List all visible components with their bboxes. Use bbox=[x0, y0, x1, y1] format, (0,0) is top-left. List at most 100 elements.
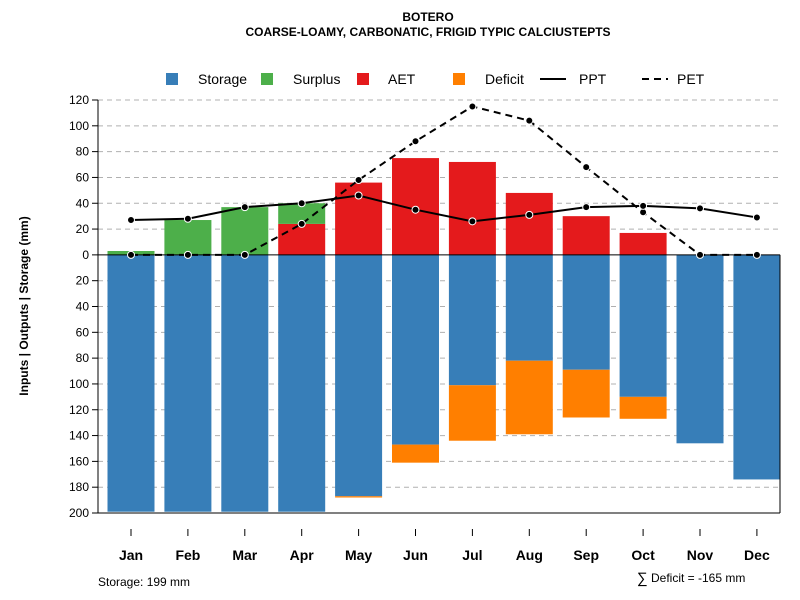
x-tick-label: Mar bbox=[232, 547, 257, 563]
ppt-point bbox=[240, 203, 249, 212]
deficit-bar bbox=[562, 369, 610, 418]
deficit-bar bbox=[505, 360, 553, 435]
aet-bar bbox=[448, 161, 496, 255]
pet-point bbox=[127, 250, 135, 259]
ppt-point bbox=[468, 217, 477, 226]
legend-aet-label: AET bbox=[388, 71, 416, 87]
ppt-point bbox=[696, 204, 704, 213]
storage-bar bbox=[392, 254, 439, 445]
storage-note: Storage: 199 mm bbox=[98, 575, 190, 589]
x-tick-label: Sep bbox=[573, 547, 599, 563]
legend-surplus-swatch bbox=[261, 73, 273, 85]
ppt-point bbox=[411, 205, 420, 214]
storage-bar bbox=[676, 254, 724, 444]
x-tick-label: Feb bbox=[175, 547, 200, 563]
y-tick-label: 140 bbox=[69, 429, 89, 443]
y-axis-label: Inputs | Outputs | Storage (mm) bbox=[17, 216, 31, 395]
y-tick-label: 20 bbox=[76, 222, 90, 236]
pet-point bbox=[411, 137, 420, 146]
aet-bar bbox=[562, 216, 610, 255]
legend-deficit-label: Deficit bbox=[485, 71, 524, 87]
lines bbox=[127, 102, 761, 259]
aet-bar bbox=[278, 223, 326, 255]
legend-storage-label: Storage bbox=[198, 71, 247, 87]
chart-subtitle: COARSE-LOAMY, CARBONATIC, FRIGID TYPIC C… bbox=[245, 25, 610, 39]
x-tick-label: Jul bbox=[462, 547, 482, 563]
surplus-bar bbox=[221, 207, 269, 255]
x-tick-label: May bbox=[345, 547, 372, 563]
storage-bar bbox=[278, 254, 326, 512]
legend: Storage Surplus AET Deficit PPT PET bbox=[166, 71, 705, 87]
deficit-bar bbox=[392, 444, 439, 463]
storage-bar bbox=[733, 254, 781, 480]
y-tick-label: 0 bbox=[82, 248, 89, 262]
x-tick-label: Dec bbox=[744, 547, 770, 563]
deficit-note: Deficit = -165 mm bbox=[651, 571, 745, 585]
aet-bar bbox=[619, 232, 667, 255]
ppt-point bbox=[127, 216, 135, 225]
y-tick-label: 80 bbox=[76, 145, 90, 159]
legend-deficit-swatch bbox=[453, 73, 465, 85]
deficit-bar bbox=[619, 396, 667, 419]
pet-point bbox=[468, 102, 477, 111]
pet-point bbox=[752, 250, 761, 259]
y-tick-label: 160 bbox=[69, 454, 89, 468]
pet-point bbox=[525, 116, 534, 125]
surplus-bar bbox=[164, 220, 212, 255]
y-tick-label: 120 bbox=[69, 403, 89, 417]
y-tick-label: 80 bbox=[76, 351, 90, 365]
pet-point bbox=[354, 176, 363, 185]
surplus-bar bbox=[278, 203, 326, 224]
legend-pet-label: PET bbox=[677, 71, 705, 87]
chart-title: BOTERO bbox=[402, 10, 453, 24]
ppt-point bbox=[354, 191, 363, 200]
y-tick-label: 100 bbox=[69, 377, 89, 391]
pet-point bbox=[582, 163, 591, 172]
y-axis: 1201008060402002040608010012014016018020… bbox=[69, 93, 99, 520]
y-tick-label: 60 bbox=[76, 325, 90, 339]
y-tick-label: 60 bbox=[76, 170, 90, 184]
ppt-point bbox=[639, 201, 648, 210]
storage-bar bbox=[448, 254, 496, 386]
storage-bar bbox=[335, 254, 383, 497]
legend-storage-swatch bbox=[166, 73, 178, 85]
x-tick-label: Jun bbox=[403, 547, 428, 563]
pet-point bbox=[240, 250, 249, 259]
ppt-point bbox=[525, 210, 534, 219]
bars bbox=[98, 158, 781, 514]
legend-ppt-label: PPT bbox=[579, 71, 607, 87]
deficit-symbol: ∑ bbox=[637, 570, 648, 587]
ppt-point bbox=[582, 203, 591, 212]
legend-surplus-label: Surplus bbox=[293, 71, 340, 87]
storage-bar bbox=[562, 254, 610, 370]
pet-point bbox=[297, 219, 306, 228]
y-tick-label: 180 bbox=[69, 480, 89, 494]
ppt-point bbox=[297, 199, 306, 208]
ppt-point bbox=[752, 213, 761, 222]
ppt-line bbox=[130, 194, 758, 223]
legend-aet-swatch bbox=[357, 73, 369, 85]
y-tick-label: 20 bbox=[76, 274, 90, 288]
pet-point bbox=[696, 250, 704, 259]
storage-bar bbox=[107, 254, 155, 512]
x-tick-label: Apr bbox=[290, 547, 315, 563]
storage-bar bbox=[505, 254, 553, 361]
y-tick-label: 100 bbox=[69, 119, 89, 133]
pet-point bbox=[639, 208, 648, 217]
x-tick-label: Oct bbox=[631, 547, 655, 563]
y-tick-label: 40 bbox=[76, 196, 90, 210]
y-tick-label: 200 bbox=[69, 506, 89, 520]
ppt-point bbox=[183, 214, 192, 223]
y-tick-label: 120 bbox=[69, 93, 89, 107]
pet-point bbox=[183, 250, 192, 259]
deficit-bar bbox=[335, 496, 383, 498]
storage-bar bbox=[221, 254, 269, 512]
x-tick-label: Aug bbox=[516, 547, 543, 563]
x-tick-label: Nov bbox=[687, 547, 714, 563]
storage-bar bbox=[164, 254, 212, 512]
pet-line bbox=[131, 105, 757, 256]
y-tick-label: 40 bbox=[76, 300, 90, 314]
x-axis: Jan Feb Mar Apr May Jun Jul Aug Sep Oct Nov Dec bbox=[119, 529, 770, 563]
x-tick-label: Jan bbox=[119, 547, 143, 563]
